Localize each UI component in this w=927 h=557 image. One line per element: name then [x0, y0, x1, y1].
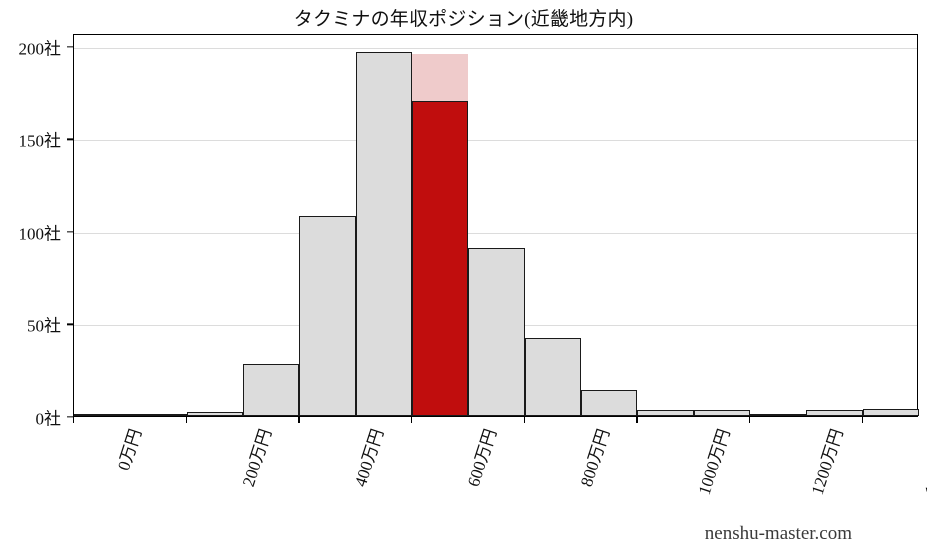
chart-title: タクミナの年収ポジション(近畿地方内)	[293, 9, 634, 30]
bar[interactable]	[355, 51, 412, 416]
x-tick-mark	[411, 417, 413, 423]
bar[interactable]	[862, 408, 919, 416]
watermark-text: nenshu-master.com	[704, 523, 852, 544]
y-tick-label: 200社	[18, 39, 62, 59]
x-tick-label: 600万円	[463, 426, 501, 490]
bar[interactable]	[693, 410, 750, 416]
x-tick-mark	[185, 417, 187, 423]
x-tick-label: 1200万円	[807, 426, 847, 498]
y-tick-mark	[67, 323, 73, 326]
bar[interactable]	[74, 414, 131, 416]
y-tick-mark	[67, 416, 73, 418]
y-tick-mark	[67, 138, 73, 141]
y-tick-label: 50社	[27, 316, 61, 336]
bar[interactable]	[524, 338, 581, 416]
bar-highlight[interactable]	[412, 101, 469, 416]
x-tick-mark	[523, 417, 525, 423]
bar[interactable]	[299, 216, 356, 416]
x-tick-mark	[636, 417, 638, 423]
y-tick-label: 150社	[18, 131, 62, 151]
bar[interactable]	[806, 410, 863, 416]
x-tick-label: 200万円	[238, 426, 275, 490]
y-tick-mark	[67, 231, 73, 233]
x-tick-label: 800万円	[576, 426, 613, 490]
y-tick-label: 100社	[18, 224, 62, 244]
bar[interactable]	[186, 412, 243, 416]
y-tick-label: 0社	[35, 409, 62, 429]
x-tick-mark	[298, 417, 300, 423]
y-tick-mark	[67, 46, 73, 48]
x-tick-mark	[73, 417, 75, 423]
bar[interactable]	[243, 364, 300, 416]
bar[interactable]	[130, 414, 187, 416]
x-tick-label: 1000万円	[695, 426, 735, 498]
x-tick-label: 1400万円	[920, 426, 927, 498]
bar[interactable]	[581, 390, 638, 416]
plot-area	[73, 34, 919, 417]
bar[interactable]	[750, 414, 807, 416]
y-axis: 0社 50社 100社 150社 200社	[0, 34, 73, 429]
x-tick-label: 400万円	[351, 426, 388, 490]
x-tick-mark	[861, 417, 863, 423]
bar-series	[74, 35, 919, 416]
bar[interactable]	[468, 247, 525, 416]
x-tick-label: 0万円	[114, 426, 146, 473]
x-tick-mark	[749, 417, 751, 423]
x-axis: 0万円 200万円 400万円 600万円 800万円 1000万円 1200万円 1400万…	[73, 417, 927, 557]
bar[interactable]	[637, 410, 694, 416]
highlight-ghost-bar	[412, 53, 469, 104]
